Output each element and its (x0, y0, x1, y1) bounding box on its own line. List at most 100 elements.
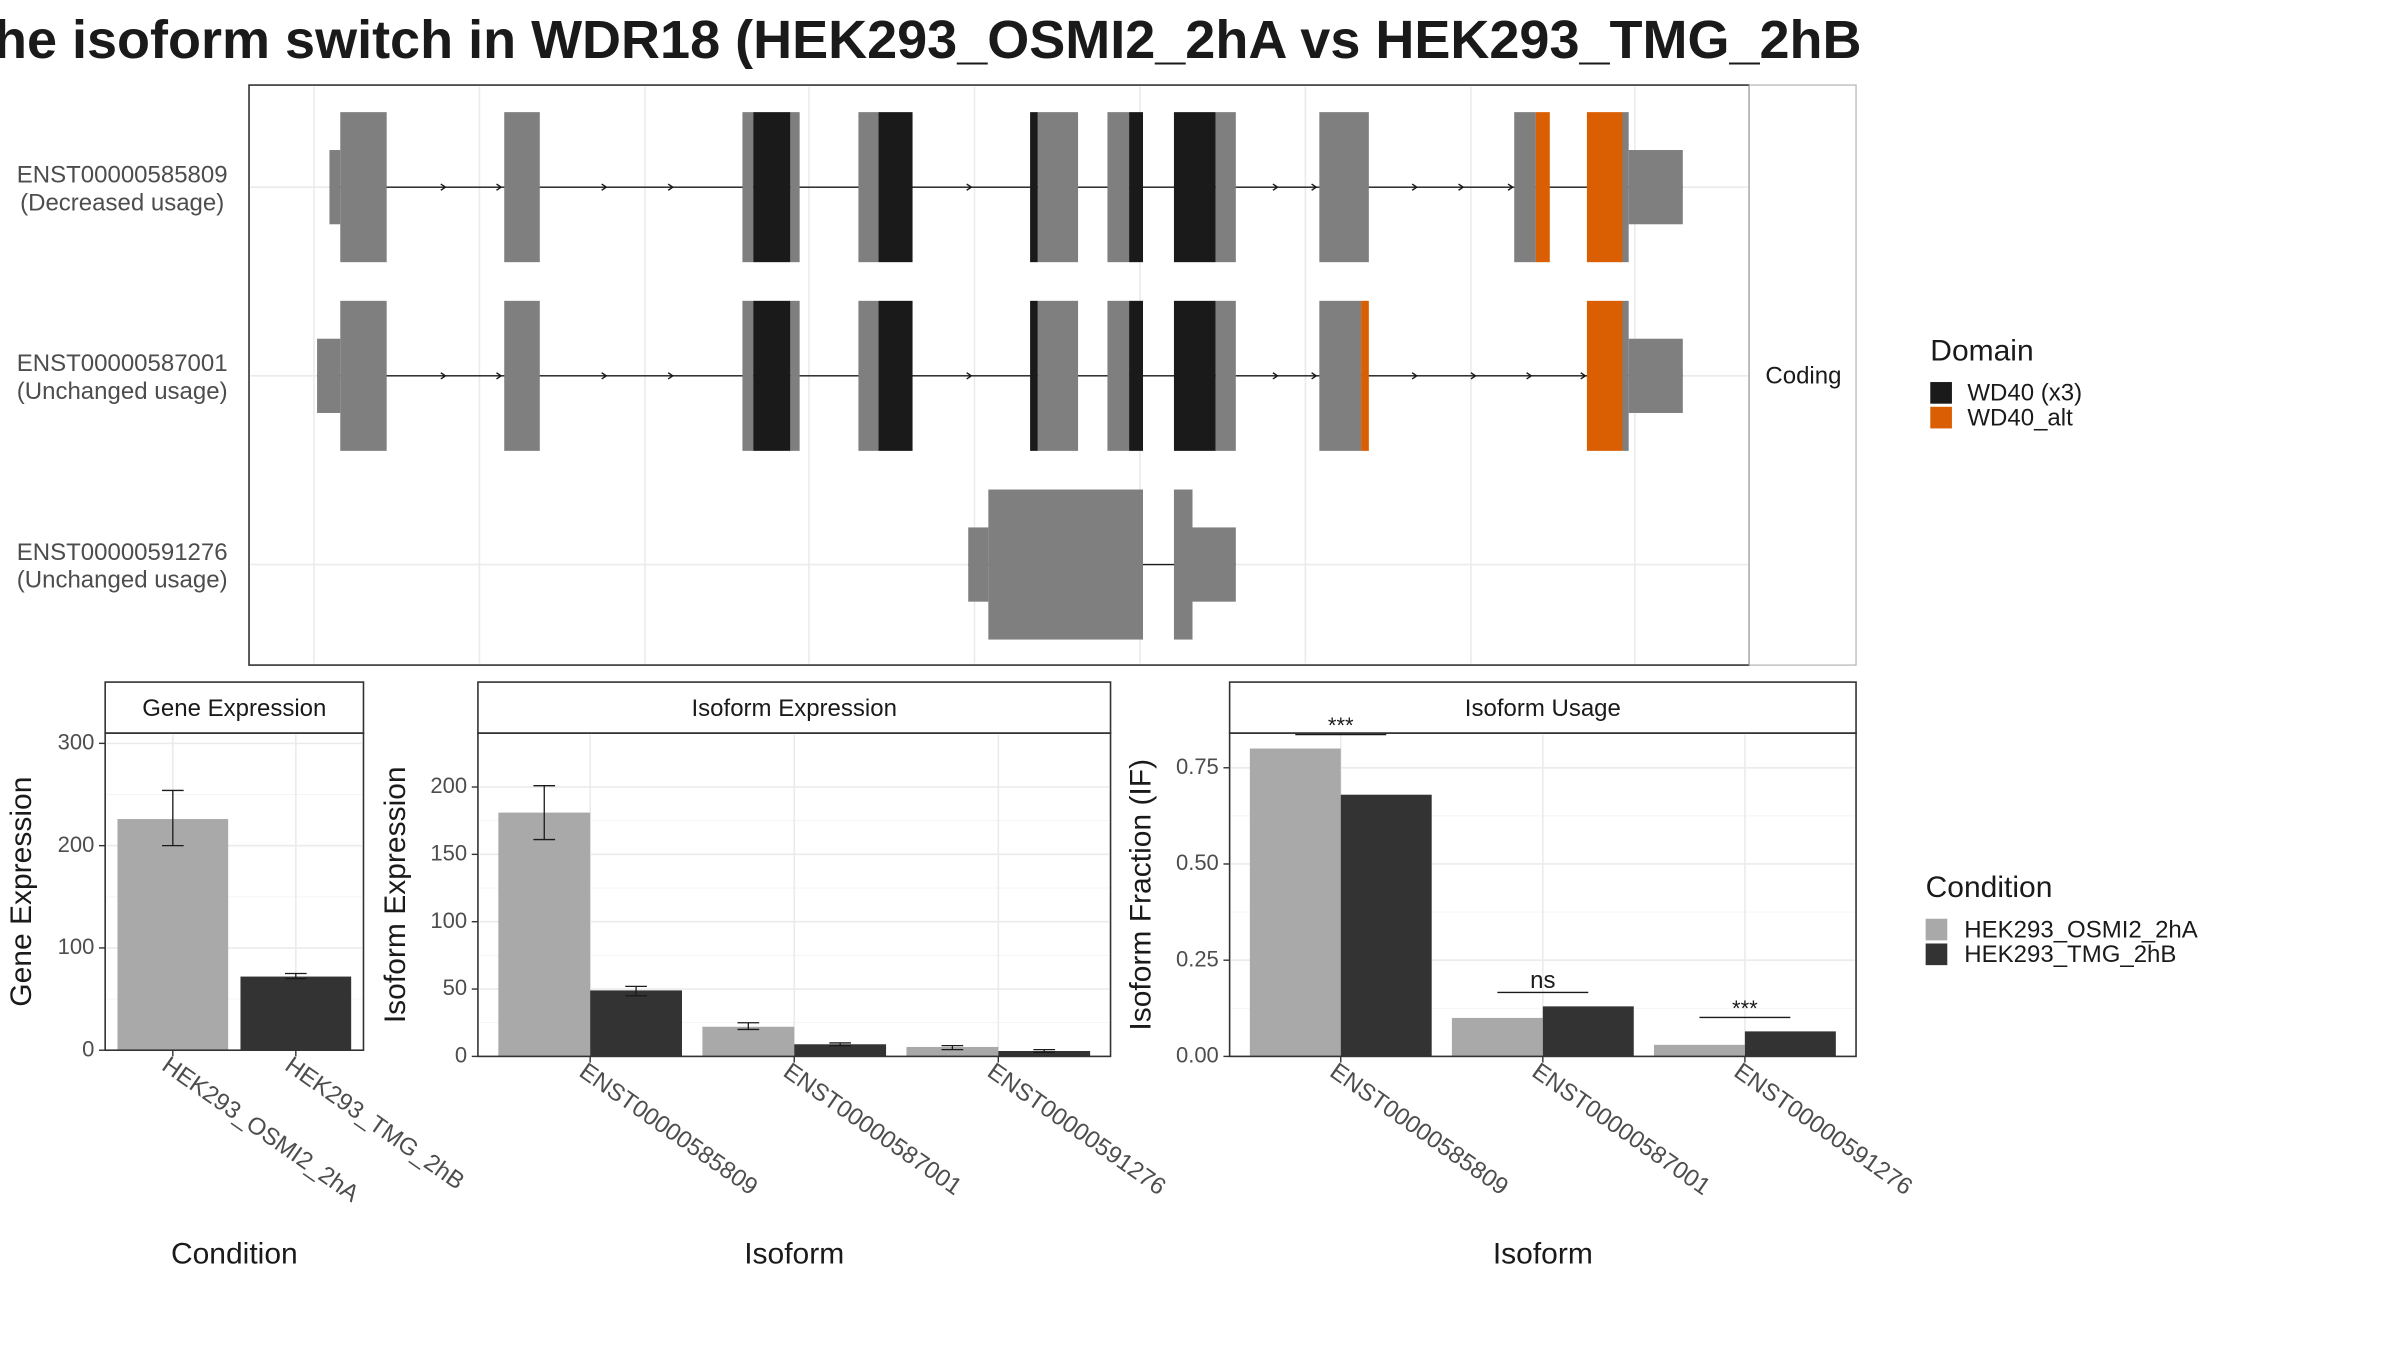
bar (998, 1051, 1091, 1057)
exon-block (1622, 112, 1629, 263)
intron-arrow (966, 372, 973, 380)
bar (1542, 1006, 1634, 1057)
exon-block (1215, 300, 1236, 451)
panel-title: Gene Expression (142, 695, 326, 722)
y-tick-label: 150 (430, 841, 467, 866)
exon-block (968, 527, 989, 602)
y-axis-title: Isoform Fraction (IF) (1125, 759, 1158, 1031)
exon-block (317, 338, 341, 413)
intron-arrow (1272, 183, 1279, 191)
condition-legend-swatch (1925, 918, 1948, 941)
exon-block (988, 489, 1144, 640)
exon-block (790, 112, 800, 263)
exon-block-wd40 (753, 112, 791, 263)
x-axis-title: Isoform (1493, 1238, 1593, 1271)
transcript-id-label: ENST00000585809 (17, 162, 228, 189)
exon-block (858, 112, 879, 263)
exon-block-wd40-alt (1586, 300, 1623, 451)
bar (498, 812, 591, 1057)
intron-arrow (1311, 372, 1318, 380)
panel-title: Isoform Expression (692, 695, 897, 722)
intron-arrow (1470, 372, 1477, 380)
y-tick-label: 200 (430, 773, 467, 798)
exon-block-wd40 (1030, 112, 1038, 263)
exon-block-wd40 (1173, 112, 1216, 263)
exon-block (1173, 489, 1193, 640)
x-tick-label: ENST00000591276 (1729, 1058, 1917, 1201)
panel-title: Isoform Usage (1465, 695, 1621, 722)
transcript-usage-label: (Decreased usage) (20, 189, 224, 216)
exon-block (1622, 300, 1629, 451)
exon-block (1319, 112, 1369, 263)
exon-block (1192, 527, 1236, 602)
exon-block-wd40 (878, 112, 913, 263)
y-tick-label: 0.50 (1176, 850, 1219, 875)
exon-block-wd40 (1173, 300, 1216, 451)
exon-block-wd40-alt (1586, 112, 1623, 263)
transcript-usage-label: (Unchanged usage) (17, 567, 228, 594)
exon-block (742, 300, 754, 451)
exon-block (1628, 150, 1683, 225)
exon-block-wd40 (1129, 112, 1144, 263)
y-tick-label: 200 (58, 832, 95, 857)
x-axis-title: Condition (171, 1238, 298, 1271)
bar (906, 1046, 999, 1057)
bar (590, 990, 682, 1057)
domain-legend-swatch (1930, 406, 1952, 429)
y-tick-label: 0 (455, 1043, 467, 1068)
y-tick-label: 0.75 (1176, 754, 1219, 779)
bar (1451, 1017, 1543, 1057)
exon-block (504, 300, 540, 451)
exon-block (1514, 112, 1536, 263)
intron-arrow (667, 183, 675, 191)
intron-arrow (1272, 372, 1279, 380)
significance-label: *** (1732, 996, 1758, 1021)
intron-arrow (440, 183, 447, 191)
intron-arrow (1580, 372, 1587, 380)
y-tick-label: 0 (82, 1036, 94, 1061)
transcript-usage-label: (Unchanged usage) (17, 378, 228, 405)
condition-legend-swatch (1925, 943, 1948, 966)
x-tick-label: ENST00000591276 (982, 1058, 1170, 1201)
intron-arrow (1311, 183, 1318, 191)
bar (1249, 748, 1341, 1057)
bar (794, 1044, 887, 1057)
exon-block (1107, 112, 1130, 263)
intron-arrow (1411, 183, 1419, 191)
y-tick-label: 100 (58, 934, 95, 959)
exon-block-wd40 (753, 300, 791, 451)
exon-block (504, 112, 540, 263)
transcript-id-label: ENST00000591276 (17, 539, 228, 566)
condition-legend-label: HEK293_OSMI2_2hA (1964, 916, 2197, 943)
x-tick-label: ENST00000585809 (1325, 1058, 1513, 1201)
bar (117, 819, 229, 1051)
y-tick-label: 50 (443, 975, 467, 1000)
intron-arrow (440, 372, 447, 380)
exon-block (340, 112, 387, 263)
exon-block (329, 150, 341, 225)
exon-block (742, 112, 754, 263)
y-tick-label: 100 (430, 908, 467, 933)
exon-block (1037, 300, 1079, 451)
y-tick-label: 0.25 (1176, 946, 1219, 971)
figure-title: he isoform switch in WDR18 (HEK293_OSMI2… (0, 10, 1862, 70)
exon-block-wd40 (1129, 300, 1144, 451)
domain-legend-title: Domain (1930, 334, 2033, 367)
exon-block (340, 300, 387, 451)
transcript-id-label: ENST00000587001 (17, 350, 228, 377)
exon-block-wd40 (878, 300, 913, 451)
x-tick-label: ENST00000587001 (1527, 1058, 1715, 1201)
bar (240, 976, 352, 1051)
condition-legend-title: Condition (1926, 871, 2053, 904)
exon-block-wd40 (1030, 300, 1038, 451)
exon-block-wd40-alt (1535, 112, 1550, 263)
panel-strip (477, 681, 1112, 734)
intron-arrow (601, 183, 608, 191)
structure-strip (1748, 84, 1857, 666)
exon-block (1319, 300, 1362, 451)
exon-block (790, 300, 800, 451)
x-tick-label: ENST00000585809 (574, 1058, 762, 1201)
x-tick-label: HEK293_OSMI2_2hA (157, 1052, 364, 1208)
bar (702, 1026, 795, 1057)
